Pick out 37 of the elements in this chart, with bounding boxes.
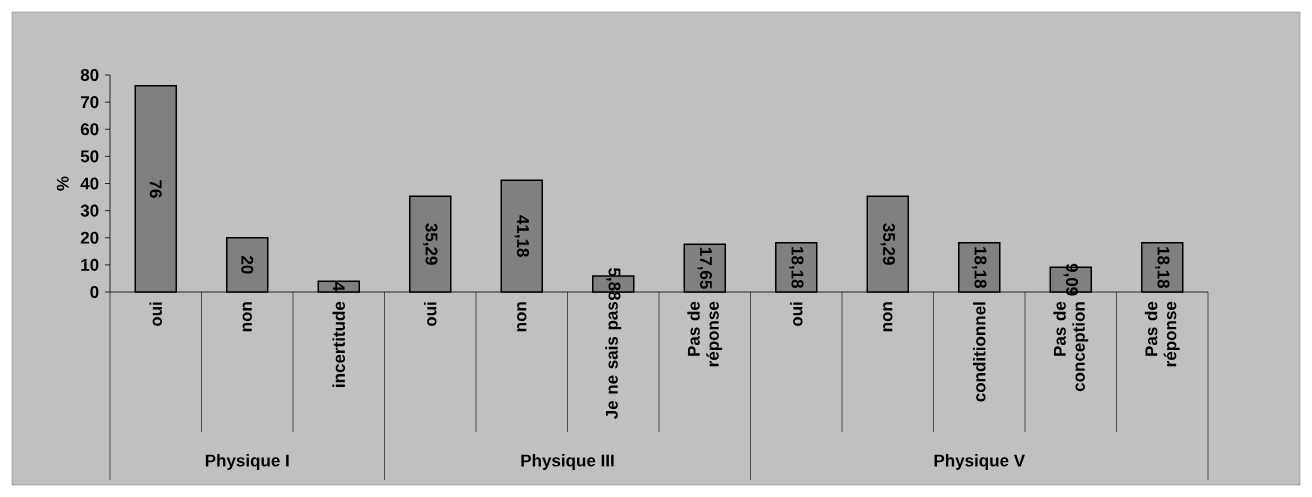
data-label: 18,18 <box>1155 247 1170 289</box>
data-label: 41,18 <box>514 215 530 257</box>
data-label: 5,88 <box>606 268 621 301</box>
data-label: 17,65 <box>697 247 713 289</box>
x-tick-label: incertitude <box>332 301 345 387</box>
x-tick-label: oui <box>149 302 162 327</box>
y-tick-label: 70 <box>80 96 99 109</box>
x-tick-label: Pas de conception <box>1053 301 1089 392</box>
text: Physique III <box>521 454 614 470</box>
y-tick-label: 80 <box>80 68 99 82</box>
y-tick-label: 50 <box>80 150 99 163</box>
y-tick-label: 20 <box>80 231 99 244</box>
x-tick-label: oui <box>424 302 437 327</box>
x-tick-label: non <box>242 302 252 332</box>
data-label: 20 <box>241 256 254 274</box>
x-tick-label: non <box>883 302 893 332</box>
data-label: 9,09 <box>1063 263 1079 296</box>
x-tick-label: oui <box>790 302 803 327</box>
text: Physique V <box>934 454 1025 470</box>
x-tick-label: Je ne sais pas <box>605 301 622 420</box>
y-tick-label: 10 <box>81 258 99 271</box>
data-label: 35,29 <box>880 223 896 265</box>
y-tick-label: 0 <box>90 285 99 299</box>
y-tick-label: 40 <box>80 177 99 190</box>
data-label: 4 <box>332 282 345 292</box>
data-label: 18,18 <box>972 247 987 289</box>
data-label: 76 <box>149 180 162 198</box>
data-label: 35,29 <box>423 223 438 265</box>
x-tick-label: Pas de réponse <box>1144 301 1180 367</box>
y-axis-title: % <box>56 176 69 191</box>
y-tick-label: 60 <box>80 123 99 136</box>
y-tick-label: 30 <box>80 204 99 217</box>
x-tick-label: Pas de réponse <box>687 301 723 367</box>
data-label: 18,18 <box>789 247 804 289</box>
x-tick-label: non <box>517 302 527 332</box>
x-tick-label: conditionnel <box>973 302 986 402</box>
text: Physique I <box>205 454 289 470</box>
